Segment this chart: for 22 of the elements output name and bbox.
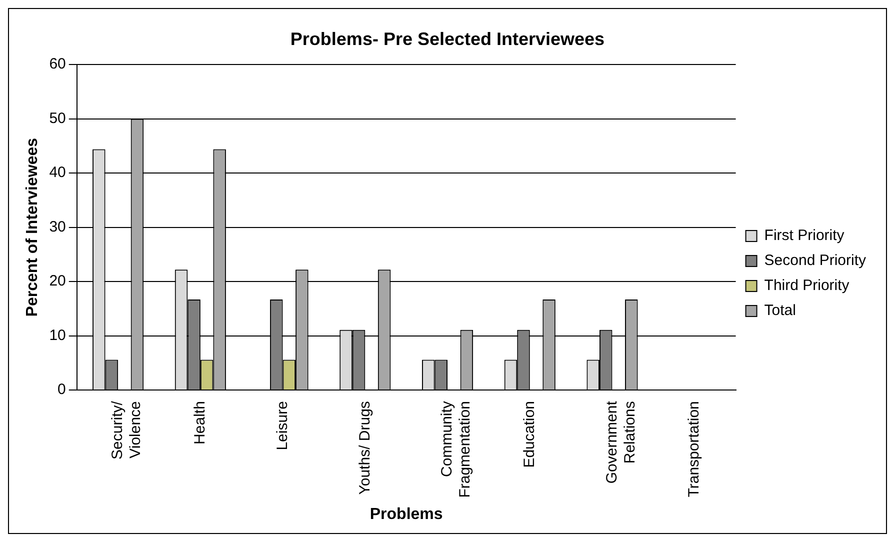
y-tick-label: 60 xyxy=(49,56,66,73)
y-tick-label: 10 xyxy=(49,326,66,344)
y-tick-label: 40 xyxy=(49,164,66,182)
y-tick-label: 20 xyxy=(49,272,66,290)
y-tick-label: 50 xyxy=(49,110,66,127)
legend-label: Third Priority xyxy=(764,277,850,294)
chart-title: Problems- Pre Selected Interviewees xyxy=(290,28,605,49)
legend-label: Total xyxy=(764,302,796,320)
y-axis-title: Percent of Interviewees xyxy=(24,138,42,317)
y-tick-label: 0 xyxy=(58,381,66,398)
legend-label: Second Priority xyxy=(764,252,866,270)
legend-label: First Priority xyxy=(764,227,845,244)
x-tick-label: Leisure xyxy=(274,401,291,450)
x-tick-label: Security/ Violence xyxy=(109,400,144,460)
x-tick-label: Youths/ Drugs xyxy=(356,401,374,495)
x-tick-label: Health xyxy=(192,401,209,444)
y-tick-label: 30 xyxy=(49,218,66,236)
x-axis-title: Problems xyxy=(370,506,443,523)
x-tick-label: Education xyxy=(521,401,538,468)
x-tick-label: Transportation xyxy=(686,401,703,498)
x-tick-label: Government Relations xyxy=(603,400,638,484)
x-tick-label: Community Fragmentation xyxy=(438,400,474,498)
